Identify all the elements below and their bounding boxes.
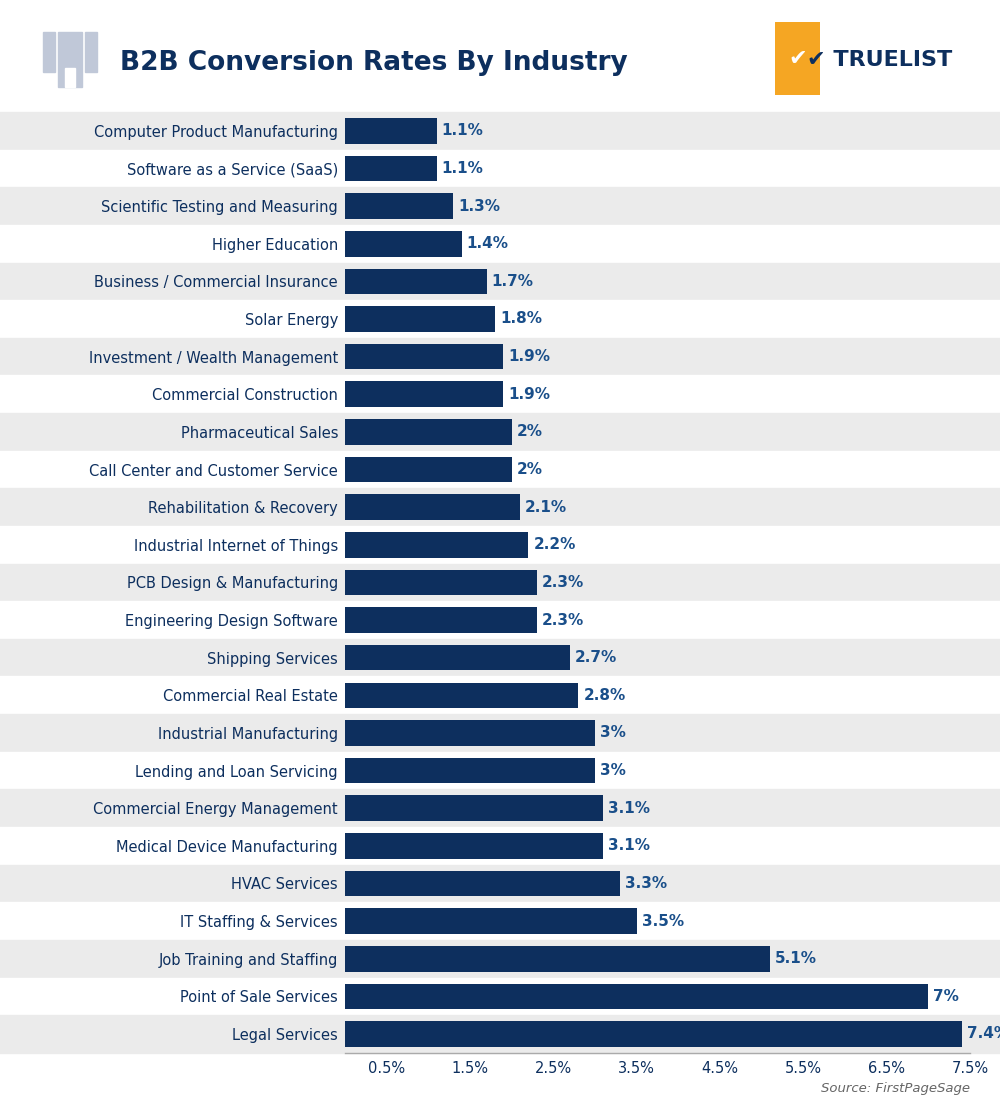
Bar: [345, 1021, 962, 1047]
Bar: [345, 908, 637, 934]
Text: 7%: 7%: [933, 989, 959, 1004]
Bar: [345, 532, 528, 558]
Bar: [345, 118, 437, 143]
Text: 1.4%: 1.4%: [467, 236, 509, 251]
Bar: [345, 870, 620, 896]
Bar: [345, 645, 570, 671]
Text: 1.9%: 1.9%: [508, 349, 550, 364]
Text: 1.1%: 1.1%: [442, 123, 484, 138]
Text: 2.8%: 2.8%: [583, 688, 626, 702]
Bar: [345, 795, 603, 821]
Bar: [0, 450, 1000, 488]
Bar: [345, 231, 462, 256]
Text: Source: FirstPageSage: Source: FirstPageSage: [821, 1082, 970, 1095]
Bar: [0, 413, 1000, 450]
Text: 3.5%: 3.5%: [642, 914, 684, 928]
Bar: [0, 601, 1000, 638]
Text: 2.2%: 2.2%: [533, 538, 576, 552]
Bar: [345, 494, 520, 520]
Bar: [58, 32, 82, 87]
Bar: [43, 32, 55, 72]
Bar: [0, 978, 1000, 1015]
Bar: [345, 682, 578, 708]
Text: ✔: ✔: [788, 49, 807, 68]
Bar: [345, 570, 537, 595]
Bar: [0, 150, 1000, 187]
Bar: [345, 269, 487, 295]
Text: 2.7%: 2.7%: [575, 651, 617, 665]
Bar: [0, 262, 1000, 300]
Bar: [0, 752, 1000, 790]
Bar: [85, 32, 97, 72]
Bar: [0, 225, 1000, 262]
Text: 5.1%: 5.1%: [775, 951, 817, 967]
Bar: [345, 419, 512, 445]
Text: 2.3%: 2.3%: [542, 613, 584, 627]
Bar: [0, 715, 1000, 752]
Bar: [0, 903, 1000, 940]
Text: 1.3%: 1.3%: [458, 198, 500, 214]
Text: 2.1%: 2.1%: [525, 500, 567, 514]
Bar: [0, 638, 1000, 676]
Bar: [0, 375, 1000, 413]
Text: 1.1%: 1.1%: [442, 161, 484, 176]
Text: 2%: 2%: [517, 424, 543, 439]
Bar: [345, 983, 928, 1009]
Bar: [0, 488, 1000, 526]
Bar: [345, 382, 503, 407]
Bar: [345, 758, 595, 783]
Bar: [0, 1015, 1000, 1053]
Text: 3.1%: 3.1%: [608, 839, 650, 853]
Text: 3.3%: 3.3%: [625, 876, 667, 890]
Bar: [0, 563, 1000, 601]
Text: 2.3%: 2.3%: [542, 575, 584, 590]
Bar: [345, 194, 453, 218]
Text: 3%: 3%: [600, 726, 626, 740]
Text: 1.7%: 1.7%: [492, 274, 534, 289]
Text: 3%: 3%: [600, 763, 626, 778]
Text: 1.8%: 1.8%: [500, 311, 542, 326]
Text: ✔ TRUELIST: ✔ TRUELIST: [807, 50, 953, 71]
Bar: [65, 68, 75, 87]
Text: 2%: 2%: [517, 463, 543, 477]
Text: 7.4%: 7.4%: [967, 1027, 1000, 1042]
Text: 1.9%: 1.9%: [508, 386, 550, 402]
Bar: [345, 344, 503, 370]
Bar: [345, 720, 595, 746]
Bar: [345, 607, 537, 633]
Bar: [0, 300, 1000, 338]
Bar: [345, 833, 603, 859]
Text: B2B Conversion Rates By Industry: B2B Conversion Rates By Industry: [120, 50, 628, 76]
Bar: [0, 827, 1000, 865]
Bar: [345, 306, 495, 332]
Bar: [0, 187, 1000, 225]
Bar: [345, 457, 512, 483]
Bar: [345, 946, 770, 971]
Bar: [0, 112, 1000, 150]
Text: 3.1%: 3.1%: [608, 801, 650, 815]
Bar: [0, 790, 1000, 827]
Bar: [0, 940, 1000, 978]
Bar: [345, 156, 437, 181]
Bar: [0, 338, 1000, 375]
Bar: [0, 865, 1000, 903]
Bar: [0, 526, 1000, 563]
Bar: [0, 676, 1000, 715]
